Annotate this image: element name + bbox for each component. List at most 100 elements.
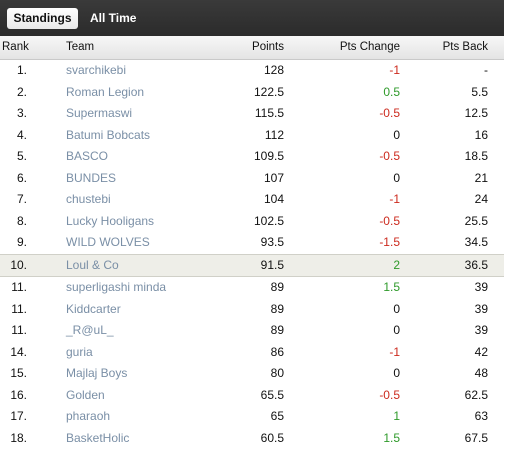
team-link[interactable]: pharaoh	[66, 409, 111, 423]
table-row: 16. Golden 65.5 -0.5 62.5	[0, 385, 504, 407]
table-row: 7. chustebi 104 -1 24	[0, 189, 504, 211]
team-link[interactable]: WILD WOLVES	[66, 235, 150, 249]
rank-cell: 18.	[10, 430, 27, 445]
points-cell: 128	[263, 63, 284, 77]
pts-change-cell: -0.5	[379, 387, 400, 402]
pts-change-cell: 0	[393, 323, 400, 337]
team-link[interactable]: chustebi	[66, 192, 111, 206]
points-cell: 102.5	[253, 213, 284, 228]
pts-change-cell: -0.5	[379, 213, 400, 228]
points-cell: 65.5	[260, 387, 284, 402]
tab-bar: Standings All Time	[0, 0, 504, 36]
rank-cell: 17.	[10, 409, 27, 423]
table-row: 17. pharaoh 65 1 63	[0, 406, 504, 428]
pts-change-cell: -1	[389, 63, 400, 77]
points-cell: 107	[263, 170, 284, 185]
table-row: 6. BUNDES 107 0 21	[0, 168, 504, 190]
points-cell: 60.5	[260, 430, 284, 445]
pts-back-cell: 34.5	[464, 235, 488, 249]
pts-change-cell: -0.5	[379, 106, 400, 120]
header-rank[interactable]: Rank	[2, 41, 29, 53]
team-link[interactable]: BASCO	[66, 149, 109, 163]
standings-widget: Standings All Time Rank Team Points Pts …	[0, 0, 504, 449]
table-row: 18. BasketHolic 60.5 1.5 67.5	[0, 428, 504, 450]
team-link[interactable]: Supermaswi	[66, 106, 133, 120]
table-row: 8. Lucky Hooligans 102.5 -0.5 25.5	[0, 211, 504, 233]
pts-change-cell: 0	[393, 366, 400, 380]
points-cell: 89	[270, 280, 284, 294]
pts-change-cell: 0	[393, 127, 400, 142]
rank-cell: 8.	[16, 213, 27, 228]
header-pts-back[interactable]: Pts Back	[442, 41, 488, 53]
pts-change-cell: -1	[389, 344, 400, 359]
pts-change-cell: 2	[393, 257, 400, 272]
pts-back-cell: 24	[474, 192, 488, 206]
team-link[interactable]: Majlaj Boys	[66, 366, 128, 380]
pts-change-cell: 1	[393, 409, 400, 423]
table-body: 1. svarchikebi 128 -1 - 2. Roman Legion …	[0, 60, 504, 449]
rank-cell: 10.	[10, 257, 27, 272]
pts-back-cell: 18.5	[464, 149, 488, 163]
team-link[interactable]: svarchikebi	[66, 63, 127, 77]
tab-standings[interactable]: Standings	[7, 8, 78, 29]
points-cell: 122.5	[253, 84, 284, 99]
table-row: 9. WILD WOLVES 93.5 -1.5 34.5	[0, 232, 504, 254]
points-cell: 93.5	[260, 235, 284, 249]
team-link[interactable]: Lucky Hooligans	[66, 213, 155, 228]
table-row: 14. guria 86 -1 42	[0, 342, 504, 364]
pts-back-cell: 5.5	[471, 84, 488, 99]
table-row: 11. superligashi minda 89 1.5 39	[0, 277, 504, 299]
table-header: Rank Team Points Pts Change Pts Back	[0, 36, 504, 60]
team-link[interactable]: Loul & Co	[66, 257, 119, 272]
rank-cell: 11.	[11, 280, 27, 294]
rank-cell: 1.	[16, 63, 27, 77]
pts-back-cell: 48	[474, 366, 488, 380]
team-link[interactable]: superligashi minda	[66, 280, 167, 294]
pts-back-cell: 67.5	[464, 430, 488, 445]
rank-cell: 4.	[16, 127, 27, 142]
team-link[interactable]: Golden	[66, 387, 105, 402]
header-points[interactable]: Points	[252, 41, 284, 53]
pts-back-cell: 12.5	[464, 106, 488, 120]
team-link[interactable]: guria	[66, 344, 93, 359]
points-cell: 65	[270, 409, 284, 423]
team-link[interactable]: _R@uL_	[66, 323, 114, 337]
rank-cell: 9.	[16, 235, 27, 249]
team-link[interactable]: Batumi Bobcats	[66, 127, 151, 142]
table-row: 3. Supermaswi 115.5 -0.5 12.5	[0, 103, 504, 125]
points-cell: 86	[270, 344, 284, 359]
rank-cell: 14.	[10, 344, 27, 359]
pts-change-cell: 0	[393, 170, 400, 185]
pts-change-cell: 0.5	[383, 84, 400, 99]
table-row: 4. Batumi Bobcats 112 0 16	[0, 125, 504, 147]
pts-change-cell: -1	[389, 192, 400, 206]
pts-back-cell: 62.5	[464, 387, 488, 402]
points-cell: 91.5	[260, 257, 284, 272]
team-link[interactable]: BasketHolic	[66, 430, 130, 445]
team-link[interactable]: Roman Legion	[66, 84, 145, 99]
points-cell: 89	[270, 301, 284, 316]
pts-change-cell: 1.5	[383, 430, 400, 445]
team-link[interactable]: BUNDES	[66, 170, 117, 185]
pts-back-cell: 39	[474, 301, 488, 316]
header-team[interactable]: Team	[66, 41, 95, 53]
tab-all-time[interactable]: All Time	[90, 11, 137, 25]
pts-change-cell: 1.5	[383, 280, 400, 294]
header-pts-change[interactable]: Pts Change	[339, 41, 400, 53]
rank-cell: 16.	[10, 387, 27, 402]
rank-cell: 3.	[16, 106, 27, 120]
rank-cell: 15.	[10, 366, 27, 380]
points-cell: 89	[270, 323, 284, 337]
table-row: 5. BASCO 109.5 -0.5 18.5	[0, 146, 504, 168]
team-link[interactable]: Kiddcarter	[66, 301, 121, 316]
table-row: 2. Roman Legion 122.5 0.5 5.5	[0, 82, 504, 104]
pts-back-cell: 63	[474, 409, 488, 423]
rank-cell: 11.	[11, 323, 27, 337]
pts-change-cell: -1.5	[379, 235, 400, 249]
rank-cell: 6.	[16, 170, 27, 185]
pts-back-cell: 16	[474, 127, 488, 142]
points-cell: 112	[264, 127, 284, 142]
pts-back-cell: 42	[474, 344, 488, 359]
rank-cell: 2.	[16, 84, 27, 99]
table-row-highlighted: 10. Loul & Co 91.5 2 36.5	[0, 253, 504, 277]
